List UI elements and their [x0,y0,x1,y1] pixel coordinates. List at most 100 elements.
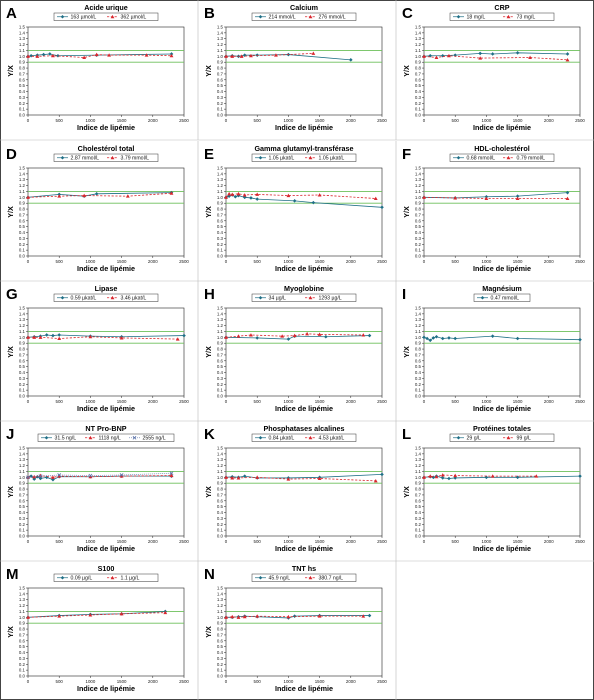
panel-letter: B [204,5,215,22]
y-tick-label: 1.3 [217,597,224,602]
panel-letter: J [6,426,14,443]
y-tick-label: 1.0 [415,54,422,59]
x-axis-label: Indice de lipémie [275,684,333,693]
y-tick-label: 0.1 [415,107,422,112]
data-point [236,476,241,480]
x-tick-label: 2000 [346,118,356,123]
y-tick-label: 0.2 [19,382,26,387]
y-tick-label: 0.5 [415,504,422,509]
y-tick-label: 1.0 [415,335,422,340]
x-tick-label: 1500 [315,118,325,123]
y-tick-label: 0.9 [217,60,224,65]
panel-letter: M [6,566,19,583]
legend-entry: 1.05 µkat/L [269,156,295,162]
y-axis-label: Y/X [6,206,15,218]
y-axis-label: Y/X [204,346,213,358]
plot-area [27,447,185,537]
y-tick-label: 0.4 [415,230,422,235]
y-tick-label: 1.0 [415,475,422,480]
data-point [169,473,174,478]
legend-entry: 45.9 ng/L [269,576,291,582]
y-tick-label: 0.9 [217,481,224,486]
data-point [57,333,61,337]
legend-marker [258,435,263,440]
y-tick-label: 1.4 [217,171,224,176]
y-tick-label: 1.4 [217,311,224,316]
data-point [236,615,241,619]
y-tick-label: 0.3 [19,376,26,381]
data-point [380,472,384,477]
y-tick-label: 1.5 [19,306,26,311]
y-tick-label: 1.5 [217,166,224,171]
y-tick-label: 0.4 [415,510,422,515]
data-point [286,477,291,481]
legend-box [251,153,357,162]
y-tick-label: 0.5 [217,364,224,369]
y-tick-label: 1.3 [19,457,26,462]
x-tick-label: 1000 [86,259,96,264]
y-tick-label: 0.1 [19,528,26,533]
x-tick-label: 2500 [377,679,387,684]
x-tick-label: 0 [225,399,228,404]
y-tick-label: 0.5 [19,364,26,369]
data-point [286,337,291,341]
x-tick-label: 0 [225,679,228,684]
plot-area [225,447,383,537]
y-tick-label: 0.6 [19,218,26,223]
y-tick-label: 1.5 [415,306,422,311]
y-axis-label: Y/X [204,486,213,498]
panel-letter: K [204,426,215,443]
x-tick-label: 2500 [179,118,189,123]
y-tick-label: 0.3 [415,95,422,100]
series-line [27,472,172,478]
legend-marker [110,575,115,580]
x-tick-label: 2500 [179,399,189,404]
data-point [242,614,247,619]
x-tick-label: 500 [452,539,460,544]
x-tick-label: 2500 [377,259,387,264]
data-point [440,53,445,58]
panel-letter: L [402,426,411,443]
y-tick-label: 0.6 [217,77,224,82]
panel-letter: E [204,146,214,163]
y-tick-label: 1.1 [415,189,422,194]
y-axis-label: Y/X [6,486,15,498]
data-point [230,614,235,619]
x-tick-label: 0 [423,539,426,544]
x-tick-label: 500 [254,679,262,684]
legend-entry: 0.84 µkat/L [269,436,295,442]
data-point [44,475,49,480]
y-tick-label: 0.2 [217,382,224,387]
x-axis-label: Indice de lipémie [275,544,333,553]
legend-marker [456,155,461,160]
data-point [565,196,570,201]
x-tick-label: 0 [27,118,30,123]
data-point [242,474,247,478]
y-tick-label: 1.2 [19,183,26,188]
y-tick-label: 0.2 [217,101,224,106]
legend-entry: 2.87 mmol/L [71,156,100,162]
chart-panel-e: E Gamma glutamyl-transférase 1.05 µkat/L 1.… [198,141,397,282]
y-tick-label: 0.1 [217,248,224,253]
y-tick-label: 0.7 [415,352,422,357]
data-point [422,54,426,58]
x-tick-label: 2500 [179,679,189,684]
y-tick-label: 1.3 [217,317,224,322]
data-point [434,55,439,60]
x-tick-label: 1500 [315,539,325,544]
legend-box [53,12,159,21]
y-tick-label: 0.9 [415,60,422,65]
y-tick-label: 1.4 [217,591,224,596]
x-tick-label: 500 [56,399,64,404]
y-tick-label: 0.3 [217,376,224,381]
data-point [107,53,112,57]
y-tick-label: 0.8 [415,347,422,352]
panel-letter: D [6,146,17,163]
y-tick-label: 1.3 [415,317,422,322]
data-point [367,613,372,618]
y-tick-label: 0.5 [19,504,26,509]
data-point [380,205,384,210]
data-point [224,195,228,199]
